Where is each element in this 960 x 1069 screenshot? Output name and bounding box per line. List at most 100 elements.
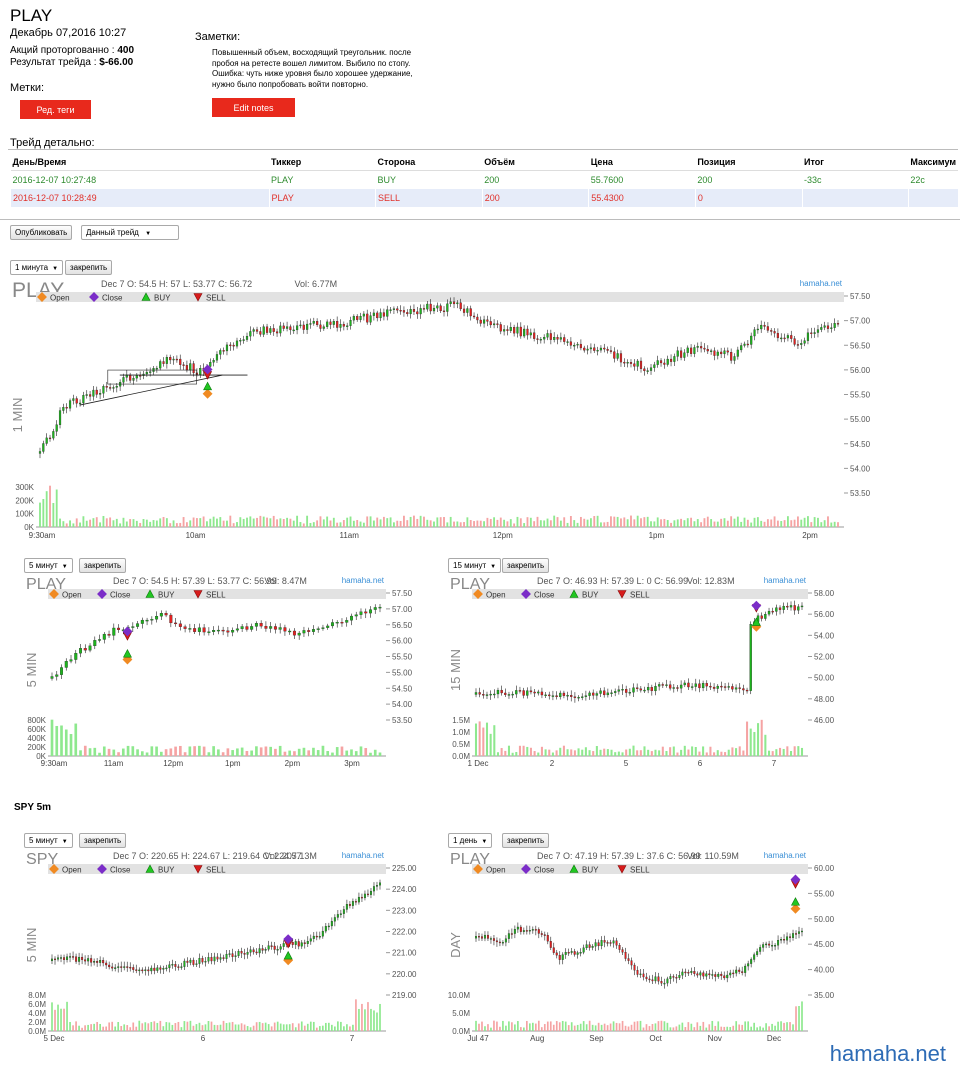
volume-bar: [146, 520, 148, 527]
chart-5min[interactable]: PLAY 5 MIN Dec 7 O: 54.5 H: 57.39 L: 53.77…: [24, 573, 428, 781]
table-header-row: День/Время Тиккер Сторона Объём Цена Поз…: [11, 154, 959, 171]
chart-svg[interactable]: PLAY 5 MIN Dec 7 O: 54.5 H: 57.39 L: 53.77…: [24, 573, 428, 781]
volume-bar: [603, 749, 605, 756]
chart-svg[interactable]: PLAY 15 MIN Dec 7 O: 46.93 H: 57.39 L: 0 C…: [448, 573, 850, 781]
candle-body: [346, 904, 348, 909]
x-tick-label: 12pm: [163, 759, 183, 768]
volume-bar: [460, 522, 462, 527]
candle-body: [199, 368, 201, 374]
volume-bar: [51, 720, 54, 756]
candle-body: [804, 341, 806, 344]
watermark-logo: hamaha.net: [830, 1041, 946, 1067]
candle-body: [593, 348, 595, 351]
interval-select-day[interactable]: 1 день: [448, 833, 492, 848]
table-row[interactable]: 2016-12-07 10:27:48 PLAY BUY 200 55.7600…: [11, 171, 959, 190]
interval-select-5m[interactable]: 5 минут: [24, 558, 73, 573]
volume-bar: [499, 1027, 501, 1031]
candle-body: [827, 326, 829, 329]
volume-bar: [711, 1021, 713, 1031]
candle-body: [246, 336, 248, 339]
notes-line: пробоя на ретесте вошел лимитом. Выбило …: [212, 59, 413, 70]
volume-bar: [774, 516, 776, 527]
price-tick-label: 224.00: [392, 885, 417, 894]
volume-bar: [105, 1027, 107, 1031]
volume-bar: [643, 746, 645, 756]
candle-body: [160, 613, 163, 616]
candle-body: [739, 688, 741, 689]
chart-15min[interactable]: PLAY 15 MIN Dec 7 O: 46.93 H: 57.39 L: 0 C…: [448, 573, 850, 781]
volume-bar: [771, 1024, 773, 1031]
candle-body: [476, 317, 478, 320]
candle-body: [482, 694, 484, 695]
shares-traded: Акций проторгованно : 400: [10, 45, 134, 56]
volume-bar: [726, 1027, 728, 1031]
pin-button[interactable]: закрепить: [79, 558, 126, 573]
trade-scope-select[interactable]: Данный трейд: [81, 225, 179, 240]
volume-bar: [256, 1022, 258, 1031]
chart-1min[interactable]: PLAY 1 MIN Dec 7 O: 54.5 H: 57 L: 53.77 C:…: [10, 276, 884, 548]
volume-bar: [593, 516, 595, 527]
ohlc-info: Dec 7 O: 54.5 H: 57 L: 53.77 C: 56.72: [101, 279, 252, 289]
volume-bar: [643, 1028, 645, 1031]
volume-bar: [320, 516, 322, 527]
volume-bar: [323, 519, 325, 527]
chart-daily[interactable]: PLAY DAY Dec 7 O: 47.19 H: 57.39 L: 37.6 C…: [448, 848, 850, 1056]
chart-side-label: 15 MIN: [448, 649, 463, 691]
pin-button[interactable]: закрепить: [502, 558, 549, 573]
volume-bar: [734, 519, 736, 527]
candle-body: [236, 341, 238, 346]
volume-bar: [687, 518, 689, 527]
candle-body: [616, 941, 618, 945]
candle-body: [519, 690, 521, 691]
candle-body: [775, 608, 777, 612]
candle-body: [288, 631, 291, 632]
volume-bar: [747, 520, 749, 527]
interval-select-1m[interactable]: 1 минута: [10, 260, 63, 275]
candle-body: [514, 929, 516, 933]
chart-svg[interactable]: PLAY DAY Dec 7 O: 47.19 H: 57.39 L: 37.6 C…: [448, 848, 850, 1056]
volume-bar: [607, 522, 609, 527]
candle-body: [376, 885, 378, 886]
volume-bar: [665, 751, 667, 756]
shares-value: 400: [117, 45, 134, 56]
candle-body: [532, 929, 534, 930]
volume-bar: [658, 1021, 660, 1031]
pin-button[interactable]: закрепить: [79, 833, 126, 848]
volume-bar: [236, 522, 238, 527]
volume-bar: [74, 724, 77, 756]
pin-button[interactable]: закрепить: [502, 833, 549, 848]
volume-bar: [548, 750, 550, 756]
volume-bar: [304, 1026, 306, 1031]
volume-bar: [607, 749, 609, 756]
edit-tags-button[interactable]: Ред. теги: [20, 100, 91, 119]
cell-ticker: PLAY: [269, 189, 376, 207]
edit-notes-button[interactable]: Edit notes: [212, 98, 295, 117]
table-row[interactable]: 2016-12-07 10:28:49 PLAY SELL 200 55.430…: [11, 189, 959, 207]
price-tick-label: 57.50: [850, 292, 871, 301]
interval-select-15m[interactable]: 15 минут: [448, 558, 501, 573]
candle-body: [123, 377, 125, 382]
candle-body: [198, 628, 201, 632]
volume-bar: [87, 1025, 89, 1031]
candle-body: [597, 350, 599, 351]
volume-bar: [367, 1002, 369, 1031]
interval-select-spy-5m[interactable]: 5 минут: [24, 833, 73, 848]
volume-bar: [56, 490, 58, 527]
col-datetime: День/Время: [11, 154, 270, 171]
volume-bar: [627, 519, 629, 527]
candle-body: [578, 697, 580, 698]
volume-bar: [112, 750, 115, 756]
cell-result: [802, 189, 908, 207]
volume-bar: [574, 1026, 576, 1031]
chart-spy-5min[interactable]: SPY 5 MIN Dec 7 O: 220.65 H: 224.67 L: 219…: [24, 848, 428, 1056]
pin-button[interactable]: закрепить: [65, 260, 112, 275]
chart-svg[interactable]: SPY 5 MIN Dec 7 O: 220.65 H: 224.67 L: 219…: [24, 848, 428, 1056]
volume-bar: [450, 517, 452, 527]
publish-button[interactable]: Опубликовать: [10, 225, 72, 240]
candle-body: [293, 631, 296, 635]
volume-bar: [669, 747, 671, 756]
candle-body: [56, 425, 58, 432]
volume-bar: [226, 521, 228, 527]
volume-bar: [720, 752, 722, 756]
